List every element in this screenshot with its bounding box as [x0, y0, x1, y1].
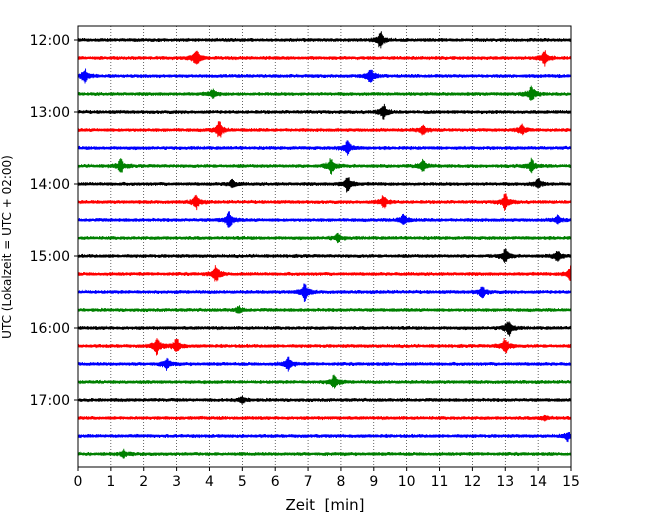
- x-axis-label: Zeit [min]: [285, 496, 364, 514]
- seismic-trace: [77, 193, 572, 211]
- y-tick-label: 13:00: [30, 105, 70, 121]
- x-tick-label: 9: [369, 474, 378, 490]
- seismic-trace: [77, 248, 572, 263]
- seismic-trace: [77, 265, 572, 282]
- y-axis-ticks: 12:00 13:00 14:00 15:00 16:00 17:00: [30, 33, 78, 409]
- seismic-trace: [77, 338, 572, 356]
- x-tick-label: 0: [74, 474, 83, 490]
- seismic-trace: [77, 305, 572, 314]
- x-tick-label: 8: [336, 474, 345, 490]
- x-tick-label: 10: [398, 474, 416, 490]
- seismic-trace: [77, 121, 572, 138]
- y-axis-label: UTC (Lokalzeit = UTC + 02:00): [0, 155, 14, 339]
- x-tick-label: 5: [238, 474, 247, 490]
- x-tick-label: 3: [172, 474, 181, 490]
- seismic-trace: [77, 232, 572, 244]
- x-tick-label: 7: [304, 474, 313, 490]
- x-tick-label: 4: [205, 474, 214, 490]
- seismic-trace: [77, 448, 572, 459]
- y-tick-label: 12:00: [30, 33, 70, 49]
- seismic-trace: [77, 395, 572, 405]
- x-tick-label: 12: [463, 474, 481, 490]
- seismic-trace: [77, 356, 572, 372]
- plot-frame: [77, 25, 572, 468]
- seismic-trace: [77, 211, 572, 228]
- x-tick-label: 13: [496, 474, 514, 490]
- seismic-trace: [77, 85, 572, 101]
- seismic-trace: [77, 103, 572, 120]
- x-tick-label: 11: [431, 474, 449, 490]
- x-axis-ticks: 0 1 2 3 4 5 6 7 8 9 10 11 12 13 14 15: [74, 467, 580, 490]
- seismic-trace: [77, 157, 572, 175]
- x-tick-label: 1: [106, 474, 115, 490]
- y-tick-label: 16:00: [30, 321, 70, 337]
- y-tick-label: 15:00: [30, 249, 70, 265]
- x-tick-label: 6: [271, 474, 280, 490]
- seismic-trace: [77, 140, 572, 156]
- seismic-trace: [77, 321, 572, 337]
- seismic-traces: [77, 31, 572, 459]
- x-tick-label: 15: [562, 474, 580, 490]
- x-tick-label: 14: [529, 474, 547, 490]
- x-tick-label: 2: [139, 474, 148, 490]
- seismic-trace: [77, 31, 572, 49]
- seismic-trace: [77, 177, 572, 193]
- seismic-trace: [77, 283, 572, 303]
- seismic-trace: [77, 431, 572, 443]
- seismic-trace: [77, 50, 572, 67]
- seismic-trace: [77, 68, 572, 84]
- y-tick-label: 14:00: [30, 177, 70, 193]
- seismic-trace: [77, 414, 572, 422]
- seismic-trace: [77, 374, 572, 389]
- y-tick-label: 17:00: [30, 393, 70, 409]
